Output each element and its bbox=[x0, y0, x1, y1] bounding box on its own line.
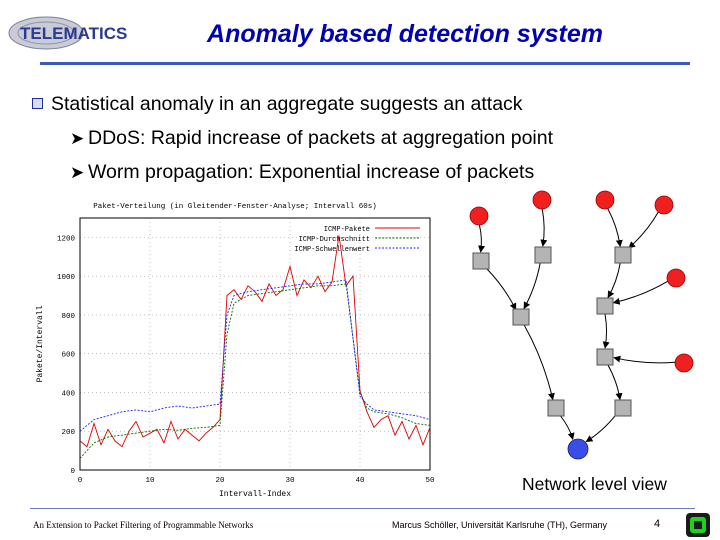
tree-edges bbox=[478, 208, 676, 443]
chart-title: Paket-Verteilung (in Gleitender-Fenster-… bbox=[93, 203, 377, 211]
legend-entry: ICMP-Durchschnitt bbox=[299, 236, 370, 244]
y-tick-label: 400 bbox=[61, 390, 75, 398]
network-tree-diagram bbox=[469, 190, 694, 460]
checkbox-bullet-icon bbox=[32, 98, 43, 109]
title-divider bbox=[40, 62, 690, 65]
packet-chart: Paket-Verteilung (in Gleitender-Fenster-… bbox=[36, 203, 435, 499]
tree-edge-arrow bbox=[478, 224, 486, 253]
tree-edge-arrow bbox=[613, 355, 676, 364]
bullet-main-text: Statistical anomaly in an aggregate sugg… bbox=[51, 93, 523, 115]
series-line-2 bbox=[79, 283, 431, 459]
page-number: 4 bbox=[654, 518, 661, 530]
tree-edge-arrow bbox=[540, 208, 548, 247]
legend-entry: ICMP-Pakete bbox=[324, 226, 370, 234]
tree-edge-arrow bbox=[628, 211, 659, 249]
tree-edge-arrow bbox=[559, 414, 575, 440]
series-line-3 bbox=[79, 279, 431, 432]
router-node bbox=[547, 399, 565, 417]
x-axis-label: Intervall-Index bbox=[219, 490, 291, 499]
attacker-node bbox=[469, 206, 489, 226]
router-node bbox=[512, 308, 530, 326]
tree-edge-arrow bbox=[607, 364, 623, 401]
tree-edge-arrow bbox=[602, 313, 610, 349]
router-node bbox=[472, 252, 490, 270]
x-tick-label: 0 bbox=[78, 477, 83, 485]
arrow-bullet-icon: ➤ bbox=[70, 129, 85, 148]
page-title: Anomaly based detection system bbox=[207, 20, 603, 48]
y-tick-label: 200 bbox=[61, 429, 75, 437]
x-tick-label: 40 bbox=[355, 477, 365, 485]
router-node bbox=[596, 297, 614, 315]
attacker-node bbox=[666, 268, 686, 288]
attacker-node bbox=[532, 190, 552, 210]
attacker-node bbox=[674, 353, 694, 373]
bullet-sub-1: ➤ DDoS: Rapid increase of packets at aggr… bbox=[70, 126, 553, 151]
victim-node bbox=[567, 438, 589, 460]
tree-edge-arrow bbox=[485, 267, 517, 311]
telematics-logo: TELEMATICS bbox=[8, 16, 127, 50]
attacker-node bbox=[595, 190, 615, 210]
legend-entry: ICMP-Schwellenwert bbox=[294, 246, 370, 254]
footer-title: An Extension to Packet Filtering of Prog… bbox=[33, 520, 254, 530]
attacker-node bbox=[654, 195, 674, 215]
logo-text: TELEMATICS bbox=[20, 24, 127, 43]
chart-grid bbox=[79, 218, 431, 471]
router-node bbox=[614, 399, 632, 417]
corner-logo-icon bbox=[686, 513, 710, 537]
y-axis-label: Pakete/Intervall bbox=[36, 305, 45, 382]
y-tick-label: 0 bbox=[70, 468, 75, 476]
x-tick-label: 30 bbox=[285, 477, 295, 485]
bullet-sub-2-text: Worm propagation: Exponential increase o… bbox=[88, 161, 535, 183]
x-tick-label: 10 bbox=[145, 477, 155, 485]
series-line-1 bbox=[79, 235, 431, 448]
plot-frame bbox=[79, 217, 431, 471]
y-tick-label: 1000 bbox=[57, 274, 76, 282]
network-view-caption: Network level view bbox=[522, 474, 667, 494]
tree-nodes bbox=[469, 190, 694, 460]
footer-author: Marcus Schöller, Universität Karlsruhe (… bbox=[392, 520, 608, 530]
router-node bbox=[534, 246, 552, 264]
chart-legend: ICMP-Pakete ICMP-Durchschnitt ICMP-Schwell… bbox=[294, 226, 420, 254]
footer-divider bbox=[30, 508, 695, 509]
router-node bbox=[596, 348, 614, 366]
arrow-bullet-icon: ➤ bbox=[70, 163, 85, 182]
bullet-main: Statistical anomaly in an aggregate sugg… bbox=[32, 92, 523, 116]
bullet-sub-2: ➤ Worm propagation: Exponential increase … bbox=[70, 160, 534, 185]
x-tick-label: 50 bbox=[425, 477, 435, 485]
y-tick-label: 1200 bbox=[57, 235, 76, 243]
chart-ticks: 0 200 400 600 800 1000 1200 0 10 20 30 40 50 bbox=[57, 235, 435, 485]
tree-edge-arrow bbox=[612, 280, 668, 305]
x-tick-label: 20 bbox=[215, 477, 225, 485]
tree-edge-arrow bbox=[607, 208, 623, 248]
y-tick-label: 800 bbox=[61, 313, 75, 321]
tree-edge-arrow bbox=[607, 262, 621, 299]
y-tick-label: 600 bbox=[61, 352, 75, 360]
tree-edge-arrow bbox=[523, 324, 555, 401]
tree-edge-arrow bbox=[585, 413, 618, 443]
router-node bbox=[614, 246, 632, 264]
chart-series bbox=[79, 235, 431, 459]
bullet-sub-1-text: DDoS: Rapid increase of packets at aggre… bbox=[88, 127, 554, 149]
tree-edge-arrow bbox=[523, 262, 541, 310]
